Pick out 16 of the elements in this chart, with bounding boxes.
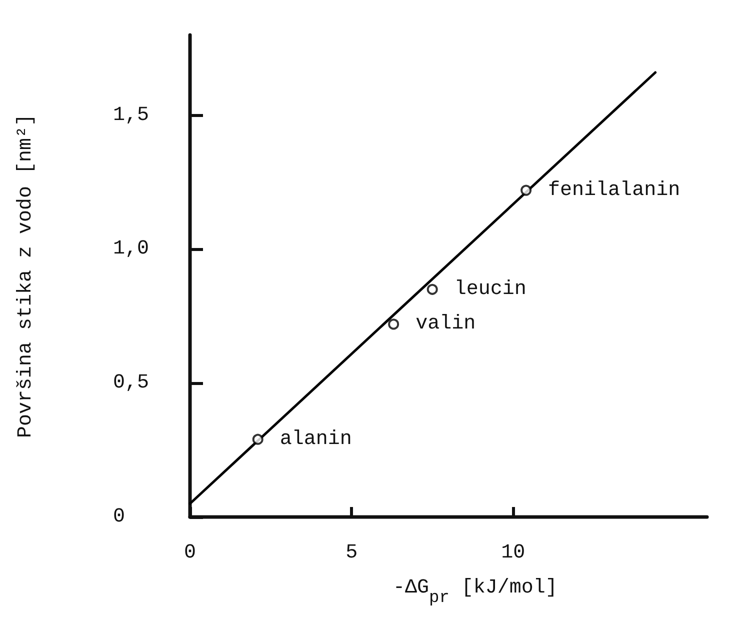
x-tick-label: 0 xyxy=(184,542,196,564)
x-tick-label: 5 xyxy=(346,542,358,564)
point xyxy=(426,284,438,295)
annotation: valin xyxy=(416,312,476,336)
y-tick-label: 1,0 xyxy=(113,238,150,261)
point xyxy=(388,318,400,330)
y-axis-title: Površina stika z vodo [nm²] xyxy=(14,114,38,438)
annotation: alanin xyxy=(280,428,352,451)
point xyxy=(520,184,532,196)
x-tick-label: 10 xyxy=(501,542,526,564)
point xyxy=(252,434,264,445)
y-tick-label: 0,5 xyxy=(113,372,150,395)
annotation: leucin xyxy=(454,278,526,301)
y-tick-label: 0 xyxy=(113,506,126,528)
y-tick-label: 1,5 xyxy=(113,104,150,127)
annotation: fenilalanin xyxy=(548,178,680,202)
